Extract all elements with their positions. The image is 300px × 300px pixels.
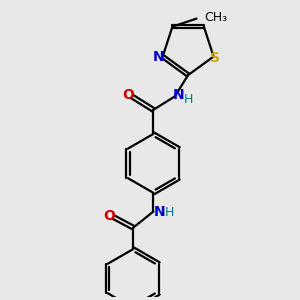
Text: N: N [153, 50, 164, 64]
Text: O: O [122, 88, 134, 102]
Text: H: H [165, 206, 174, 219]
Text: H: H [184, 93, 193, 106]
Text: N: N [173, 88, 184, 102]
Text: S: S [210, 51, 220, 65]
Text: O: O [103, 208, 115, 223]
Text: CH₃: CH₃ [205, 11, 228, 24]
Text: N: N [154, 205, 166, 219]
